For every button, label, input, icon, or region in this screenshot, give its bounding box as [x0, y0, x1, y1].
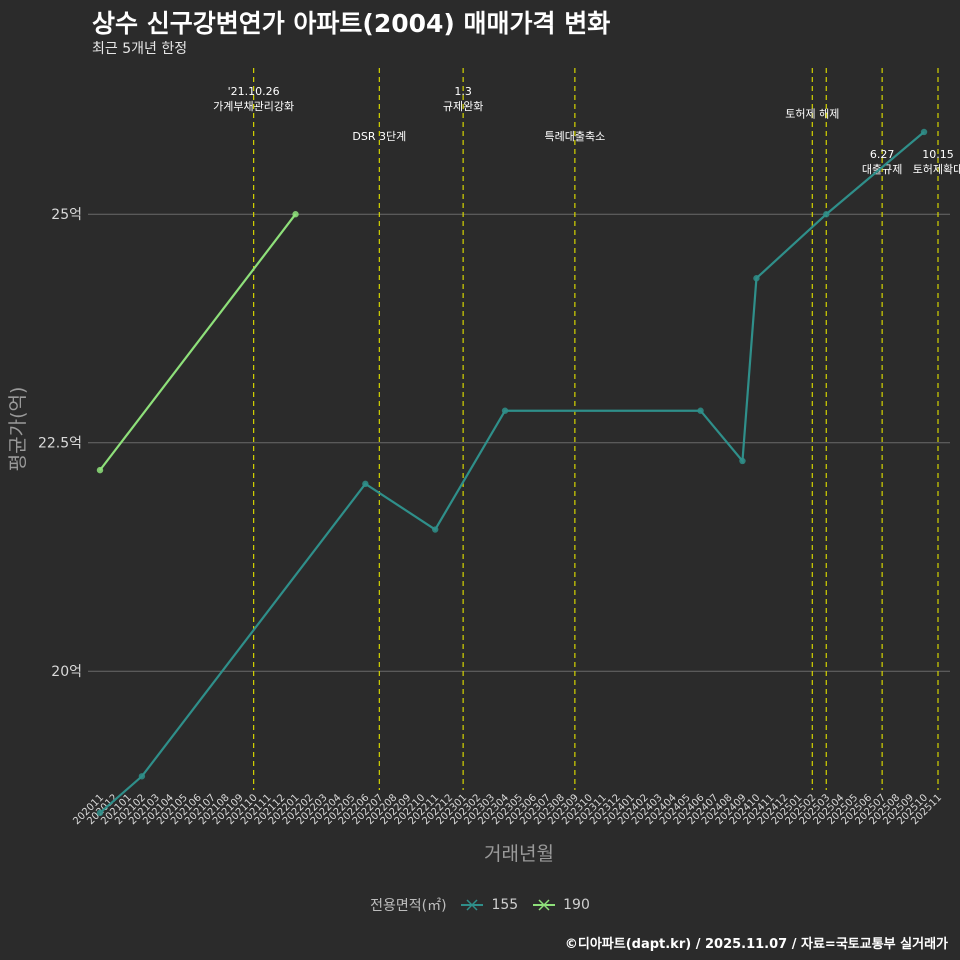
legend-label-155: 155 — [491, 897, 519, 913]
x-axis-title: 거래년월 — [484, 843, 554, 865]
y-tick-label: 25억 — [51, 207, 82, 223]
y-tick-label: 22.5억 — [38, 436, 82, 452]
data-point-155 — [739, 457, 746, 465]
data-point-155 — [697, 407, 704, 414]
legend: 전용면적(㎡) 155 190 — [0, 895, 960, 915]
y-axis-title: 평균가(억) — [7, 387, 29, 472]
data-point-155 — [753, 275, 760, 282]
event-label: 6.27 대출규제 — [862, 148, 902, 176]
event-label: DSR 3단계 — [352, 130, 406, 143]
legend-title: 전용면적(㎡) — [370, 898, 447, 914]
event-label: 10.15 토허제확대 — [913, 148, 960, 176]
legend-label-190: 190 — [563, 897, 590, 913]
chart-title: 상수 신구강변연가 아파트(2004) 매매가격 변화 — [92, 9, 611, 38]
series-line-190 — [99, 213, 297, 471]
y-tick-label: 20억 — [51, 664, 82, 680]
legend-key-155-icon — [461, 897, 484, 913]
event-label: 특례대출축소 — [544, 130, 605, 143]
source-caption: ©디아파트(dapt.kr) / 2025.11.07 / 자료=국토교통부 실… — [564, 937, 948, 952]
data-point-190 — [292, 211, 299, 218]
data-point-190 — [96, 466, 104, 474]
event-label: 토허제 해제 — [785, 107, 839, 121]
data-point-155 — [138, 773, 146, 780]
chart-subtitle: 최근 5개년 한정 — [92, 41, 188, 57]
legend-key-190-icon — [532, 897, 555, 913]
data-point-155 — [920, 128, 928, 136]
data-point-155 — [501, 407, 509, 414]
event-label: '21.10.26 가계부채관리강화 — [213, 85, 294, 113]
legend-item-190[interactable]: 190 — [532, 897, 590, 913]
series-line-155 — [99, 131, 925, 814]
data-point-155 — [432, 526, 439, 533]
event-label: 1.3 규제완화 — [443, 85, 483, 113]
data-point-155 — [362, 480, 369, 488]
data-point-155 — [823, 211, 830, 218]
legend-item-155[interactable]: 155 — [461, 897, 518, 913]
data-point-155 — [96, 809, 104, 817]
